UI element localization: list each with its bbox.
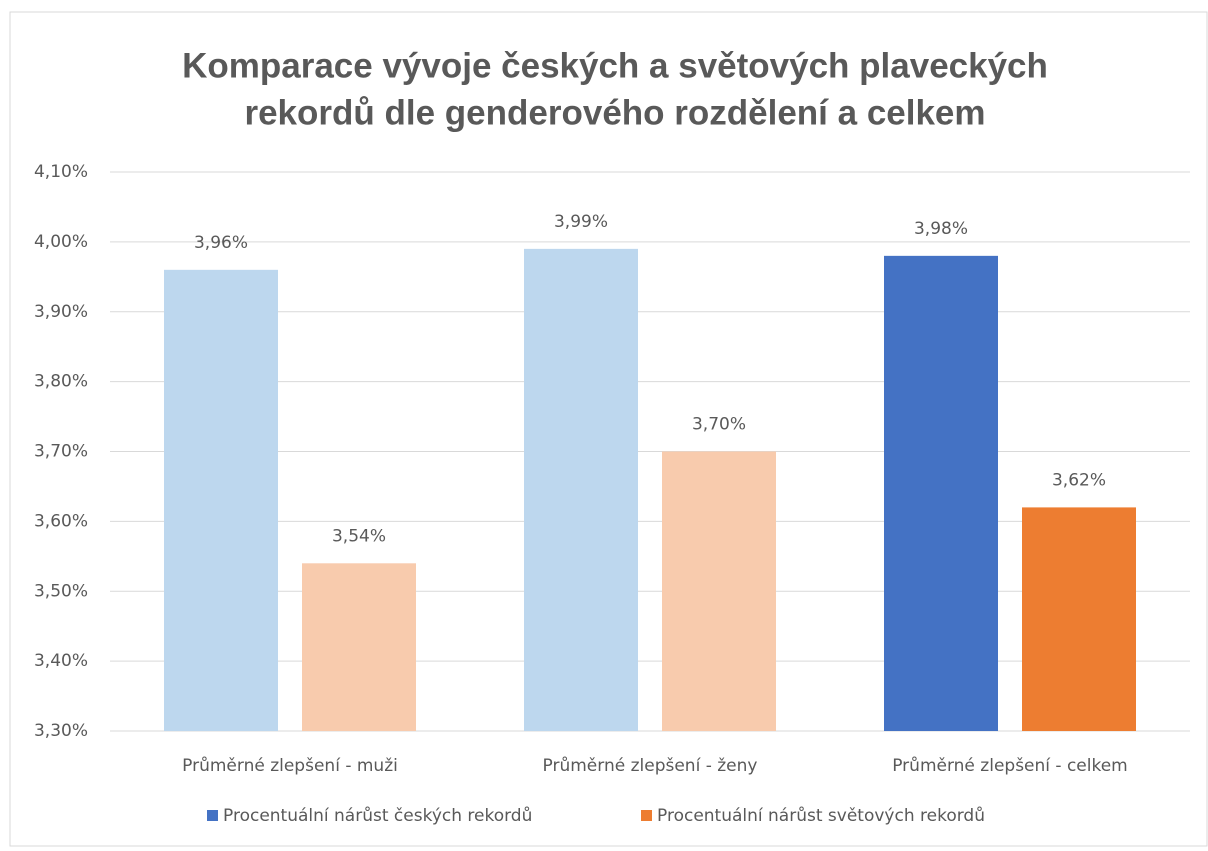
y-tick-label: 3,40% <box>34 651 88 671</box>
legend-swatch <box>641 810 652 821</box>
chart-title: Komparace vývoje českých a světových pla… <box>182 46 1048 85</box>
data-label: 3,99% <box>554 212 608 232</box>
bar <box>164 269 278 731</box>
chart-title: rekordů dle genderového rozdělení a celk… <box>244 93 985 132</box>
x-tick-label: Průměrné zlepšení - ženy <box>543 756 758 776</box>
data-label: 3,70% <box>692 415 746 435</box>
data-label: 3,62% <box>1052 470 1106 490</box>
x-tick-label: Průměrné zlepšení - celkem <box>892 756 1128 776</box>
data-label: 3,98% <box>914 219 968 239</box>
bar <box>1022 507 1136 731</box>
legend-label: Procentuální nárůst světových rekordů <box>657 806 985 826</box>
data-label: 3,96% <box>194 233 248 253</box>
x-tick-label: Průměrné zlepšení - muži <box>182 756 398 776</box>
bar <box>302 563 416 731</box>
y-tick-label: 3,90% <box>34 302 88 322</box>
y-tick-label: 3,30% <box>34 721 88 741</box>
y-tick-label: 3,80% <box>34 372 88 392</box>
data-label: 3,54% <box>332 526 386 546</box>
bar <box>884 255 998 731</box>
legend-swatch <box>207 810 218 821</box>
y-tick-label: 4,10% <box>34 162 88 182</box>
bar <box>524 248 638 732</box>
legend-label: Procentuální nárůst českých rekordů <box>223 806 532 826</box>
y-tick-label: 4,00% <box>34 232 88 252</box>
y-tick-label: 3,60% <box>34 511 88 531</box>
bar <box>662 451 776 731</box>
y-tick-label: 3,50% <box>34 581 88 601</box>
y-tick-label: 3,70% <box>34 442 88 462</box>
